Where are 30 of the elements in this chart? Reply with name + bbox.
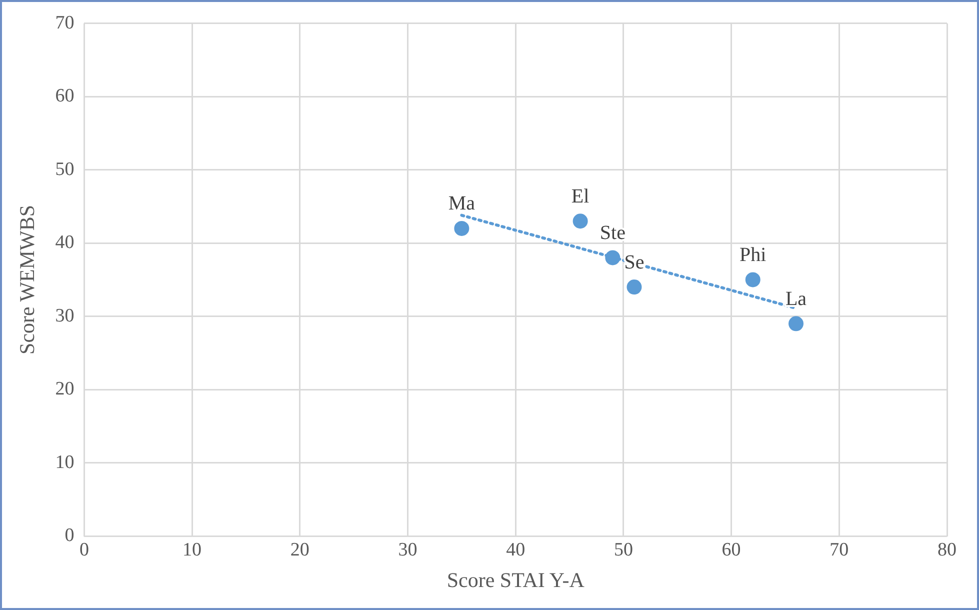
point: [572, 214, 588, 229]
point: [605, 250, 620, 266]
y-tick-label: 20: [55, 378, 74, 400]
x-tick-label: 10: [182, 539, 202, 560]
x-tick-label: 60: [722, 539, 741, 560]
x-tick-label: 40: [506, 539, 526, 560]
annotation: Ste: [600, 222, 626, 244]
annotation: Phi: [740, 244, 767, 266]
y-tick-label: 30: [55, 305, 74, 326]
x-tick-label: 80: [938, 539, 956, 560]
point: [626, 280, 642, 295]
x-tick-label: 0: [79, 539, 89, 560]
y-tick-label: 0: [64, 524, 74, 546]
y-tick-label: 50: [55, 158, 74, 180]
x-tick-label: 20: [290, 539, 310, 560]
y-tick-label: 10: [55, 452, 74, 473]
y-tick-label: 60: [55, 86, 74, 107]
annotation: La: [785, 288, 807, 310]
annotation: El: [571, 185, 590, 208]
x-axis-title: Score STAI Y-A: [446, 568, 586, 592]
x-tick-label: 30: [398, 539, 418, 560]
y-tick-label: 70: [55, 12, 74, 34]
x-tick-label: 70: [830, 539, 849, 560]
point: [788, 316, 804, 332]
point: [745, 272, 760, 288]
x-tick-label: 50: [614, 539, 633, 560]
y-tick-label: 40: [55, 232, 74, 254]
y-axis-title: Score WEMWBS: [15, 204, 40, 354]
annotation: Ma: [448, 192, 476, 215]
point: [454, 220, 470, 236]
